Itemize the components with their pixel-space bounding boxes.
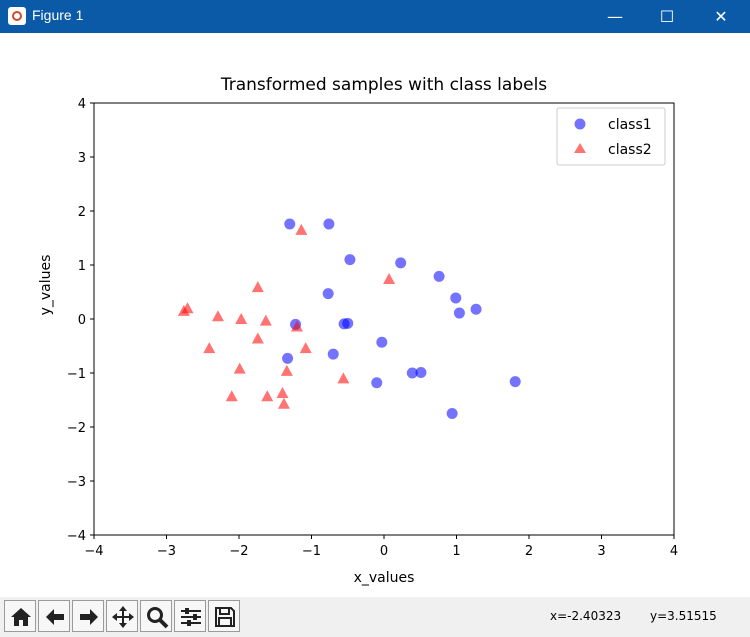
class1-point <box>344 254 356 266</box>
coord-x-readout: x=-2.40323 <box>550 609 622 623</box>
class2-point <box>251 332 264 344</box>
class2-point <box>280 364 293 376</box>
class1-point <box>406 367 418 379</box>
class1-point <box>376 336 388 348</box>
close-button[interactable]: ✕ <box>714 7 728 26</box>
x-tick-label: 1 <box>452 544 460 559</box>
figure-canvas[interactable]: −4 −3 −2 −1 0 1 2 3 4 −4 −3 −2 −1 0 1 2 3 4 Transformed s… <box>0 33 750 597</box>
window-titlebar: Figure 1 — ☐ ✕ <box>0 0 750 33</box>
class1-point <box>509 376 521 388</box>
class2-point <box>295 223 308 235</box>
x-tick-label: 3 <box>597 544 605 559</box>
class2-point <box>225 390 238 402</box>
class1-point <box>433 270 445 282</box>
class1-point <box>450 292 462 304</box>
class1-point <box>323 218 335 230</box>
arrow-right-icon <box>80 609 98 625</box>
class1-point <box>282 352 294 364</box>
legend-label-class1: class1 <box>608 117 652 133</box>
y-tick-label: 1 <box>78 259 86 274</box>
zoom-icon <box>147 607 169 629</box>
x-tick-label: 4 <box>670 544 678 559</box>
class2-point <box>291 320 303 332</box>
legend-label-class2: class2 <box>608 142 652 158</box>
class2-point <box>337 372 350 384</box>
class2-point <box>299 342 312 354</box>
class2-point <box>277 397 290 409</box>
legend-marker-class2 <box>574 143 586 153</box>
class1-point <box>415 366 427 378</box>
y-tick-label: −3 <box>67 475 86 490</box>
class1-point <box>446 408 458 419</box>
x-tick-label: −4 <box>84 544 103 559</box>
class2-point <box>251 281 264 293</box>
x-tick-label: −2 <box>229 544 248 559</box>
class2-point <box>235 313 248 324</box>
scatter-chart: −4 −3 −2 −1 0 1 2 3 4 −4 −3 −2 −1 0 1 2 3 4 Transformed s… <box>38 75 678 586</box>
coord-y-readout: y=3.51515 <box>650 609 717 623</box>
class1-point <box>342 317 354 329</box>
maximize-button[interactable]: ☐ <box>659 7 675 26</box>
save-icon <box>215 607 235 627</box>
minimize-button[interactable]: — <box>607 7 623 26</box>
chart-legend: class1 class2 <box>556 107 666 166</box>
class1-point <box>453 307 465 319</box>
move-icon <box>112 606 134 628</box>
y-tick-label: −1 <box>67 367 86 382</box>
class2-point <box>233 362 246 374</box>
window-title: Figure 1 <box>32 7 84 23</box>
y-tick-label: 0 <box>78 313 86 328</box>
y-tick-label: 2 <box>78 205 86 220</box>
x-tick-label: 0 <box>380 544 388 559</box>
zoom-button[interactable] <box>140 600 172 632</box>
class1-point <box>322 288 334 300</box>
class1-point <box>327 348 339 360</box>
navigation-toolbar: x=-2.40323 y=3.51515 <box>0 597 750 637</box>
class2-point <box>203 342 216 354</box>
back-button[interactable] <box>38 600 70 632</box>
matplotlib-icon <box>8 7 26 25</box>
arrow-left-icon <box>46 609 64 625</box>
chart-title: Transformed samples with class labels <box>220 75 547 95</box>
configure-button[interactable] <box>174 600 206 632</box>
home-button[interactable] <box>4 600 36 632</box>
class1-point <box>371 377 383 389</box>
y-tick-label: −2 <box>67 421 86 436</box>
pan-button[interactable] <box>106 600 138 632</box>
x-axis-label: x_values <box>354 570 415 586</box>
y-tick-label: −4 <box>67 529 86 544</box>
class1-point <box>395 257 407 269</box>
y-tick-label: 4 <box>78 97 86 112</box>
class2-point <box>181 302 194 314</box>
class2-point <box>383 273 396 285</box>
home-icon <box>11 608 31 626</box>
y-tick-label: 3 <box>78 151 86 166</box>
forward-button[interactable] <box>72 600 104 632</box>
sliders-icon <box>181 608 201 626</box>
x-tick-label: −1 <box>302 544 321 559</box>
class2-point <box>211 310 224 322</box>
class2-point <box>261 390 274 402</box>
x-tick-label: 2 <box>525 544 533 559</box>
plot-frame <box>93 102 675 536</box>
legend-marker-class1 <box>574 118 586 130</box>
save-button[interactable] <box>208 600 240 632</box>
y-axis-label: y_values <box>38 255 54 316</box>
x-tick-label: −3 <box>157 544 176 559</box>
class1-point <box>470 303 482 315</box>
class2-point <box>259 314 272 326</box>
class1-point <box>284 218 296 230</box>
class2-point <box>276 386 289 398</box>
